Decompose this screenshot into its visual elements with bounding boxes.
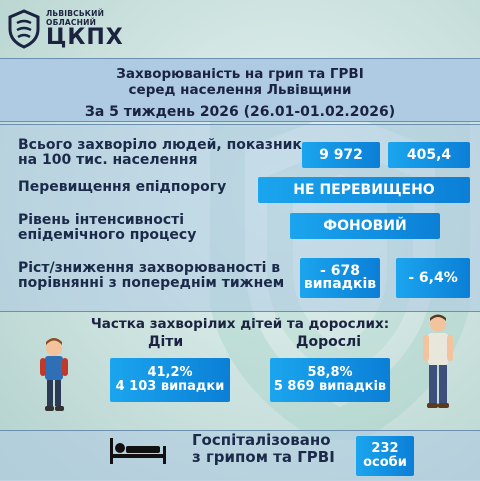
child-icon — [40, 338, 68, 411]
change-label-line1: Ріст/зниження захворюваності в — [18, 260, 281, 276]
total-label-line2: на 100 тис. населення — [18, 152, 198, 168]
total-label-line1: Всього захворіло людей, показник — [18, 137, 302, 153]
change-cases-value: - 678 — [320, 263, 360, 279]
intensity-label-line2: епідемічного процесу — [18, 227, 197, 243]
total-cases-value: 9 972 — [302, 142, 380, 168]
threshold-value: НЕ ПЕРЕВИЩЕНО — [258, 177, 470, 203]
change-label-line2: порівнянні з попереднім тижнем — [18, 275, 285, 291]
hospital-unit: особи — [363, 455, 407, 470]
change-cases-unit: випадків — [303, 276, 377, 292]
intensity-label-line1: Рівень інтенсивності — [18, 212, 185, 228]
intensity-label: Рівень інтенсивності епідемічного процес… — [18, 213, 196, 243]
org-name: ЛЬВІВСЬКИЙ ОБЛАСНИЙ ЦКПХ — [46, 9, 124, 49]
children-stat-box: 41,2% 4 103 випадки — [110, 358, 230, 402]
change-label: Ріст/зниження захворюваності в порівнянн… — [18, 261, 284, 291]
children-pct: 41,2% — [147, 365, 193, 380]
title-band — [0, 58, 480, 122]
hospital-count: 232 — [371, 441, 399, 456]
header: ЛЬВІВСЬКИЙ ОБЛАСНИЙ ЦКПХ — [8, 6, 124, 52]
adults-cases: 5 869 випадків — [273, 379, 387, 394]
threshold-label: Перевищення епідпорогу — [18, 179, 227, 195]
adult-icon — [423, 314, 453, 408]
hospital-label-line1: Госпіталізовано — [192, 431, 331, 449]
title-line1: Захворюваність на грип та ГРВІ — [116, 66, 364, 82]
org-line2: ОБЛАСНИЙ — [46, 18, 97, 27]
adults-stat-box: 58,8% 5 869 випадків — [270, 358, 390, 402]
children-cases: 4 103 випадки — [115, 379, 225, 394]
total-label: Всього захворіло людей, показник на 100 … — [18, 138, 302, 168]
hospital-count-box: 232 особи — [356, 436, 414, 476]
hospital-label: Госпіталізовано з грипом та ГРВІ — [192, 432, 335, 466]
change-cases-box: - 678 випадків — [300, 258, 380, 298]
adults-label: Дорослі — [296, 334, 362, 350]
hospital-label-line2: з грипом та ГРВІ — [192, 448, 335, 466]
adults-pct: 58,8% — [307, 365, 353, 380]
hospital-bed-icon — [110, 438, 166, 464]
logo-shield-icon — [8, 9, 40, 49]
share-title: Частка захворілих дітей та дорослих: — [90, 316, 390, 332]
org-line1: ЛЬВІВСЬКИЙ — [46, 9, 105, 18]
children-label: Діти — [148, 334, 184, 350]
title-line2: серед населення Львівщини — [128, 82, 352, 98]
org-abbr: ЦКПХ — [46, 25, 124, 50]
title-period: За 5 тиждень 2026 (26.01-01.02.2026) — [84, 104, 396, 120]
intensity-value: ФОНОВИЙ — [290, 213, 440, 239]
rate-value: 405,4 — [388, 142, 470, 168]
change-pct-value: - 6,4% — [396, 258, 470, 298]
